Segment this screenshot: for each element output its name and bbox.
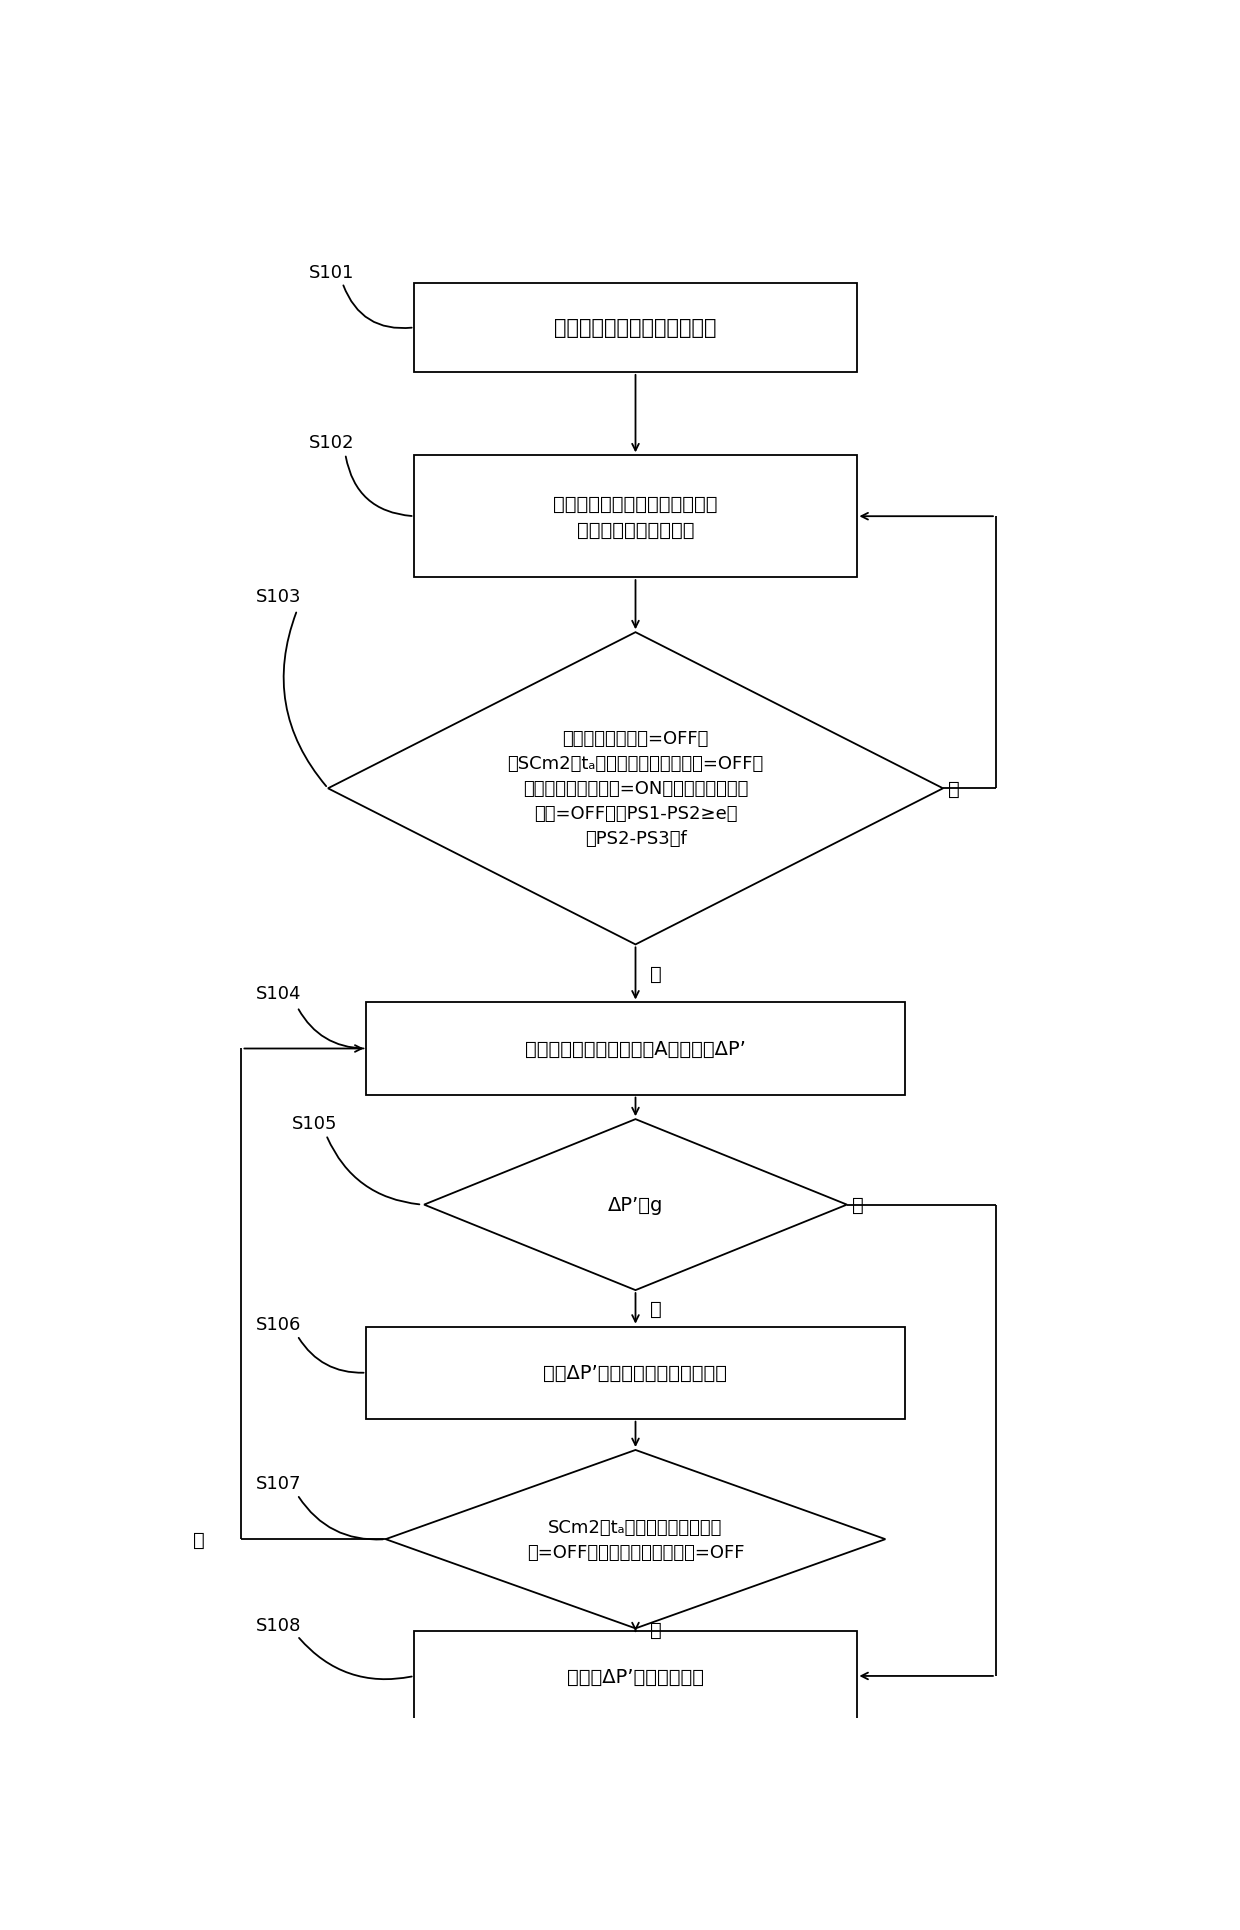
Text: S108: S108 bbox=[255, 1617, 301, 1635]
Text: 多联机系统以主制冷模式运行: 多联机系统以主制冷模式运行 bbox=[554, 318, 717, 338]
Text: 将初始目标中压差値减小A，以获得ΔP’: 将初始目标中压差値减小A，以获得ΔP’ bbox=[525, 1040, 746, 1058]
Text: 是: 是 bbox=[650, 965, 662, 984]
Text: ΔP’＜g: ΔP’＜g bbox=[608, 1195, 663, 1214]
Text: S104: S104 bbox=[255, 984, 301, 1004]
Text: 否: 否 bbox=[650, 1299, 662, 1318]
Text: 根据ΔP’对中压节流元件进行控制: 根据ΔP’对中压节流元件进行控制 bbox=[543, 1363, 728, 1382]
Text: 否: 否 bbox=[947, 780, 960, 799]
Polygon shape bbox=[424, 1119, 847, 1291]
Text: S101: S101 bbox=[309, 264, 355, 282]
Text: 否: 否 bbox=[193, 1530, 205, 1550]
Bar bbox=[414, 455, 857, 577]
Text: SCm2＞tₐ、且制热能力不足信
号=OFF、且制冷能力不足信号=OFF: SCm2＞tₐ、且制热能力不足信 号=OFF、且制冷能力不足信号=OFF bbox=[527, 1517, 744, 1561]
Text: S106: S106 bbox=[255, 1314, 301, 1334]
Text: S107: S107 bbox=[255, 1475, 301, 1492]
Polygon shape bbox=[327, 633, 944, 946]
Bar bbox=[414, 284, 857, 372]
Bar bbox=[367, 1326, 905, 1419]
Text: 是: 是 bbox=[852, 1195, 863, 1214]
Bar bbox=[414, 1631, 857, 1722]
Polygon shape bbox=[386, 1449, 885, 1629]
Text: 制热能力不足信号=OFF、
且SCm2＜tₐ，或制热能力不足信号=OFF、
且制冷能力不足信号=ON，或制热能力不足
信号=OFF、且PS1-PS2≥e、
且P: 制热能力不足信号=OFF、 且SCm2＜tₐ，或制热能力不足信号=OFF、 且制… bbox=[507, 730, 764, 847]
Text: 是: 是 bbox=[650, 1621, 662, 1639]
Text: 停止对ΔP’进行调小控制: 停止对ΔP’进行调小控制 bbox=[567, 1668, 704, 1685]
Text: S105: S105 bbox=[291, 1114, 337, 1133]
Text: S102: S102 bbox=[309, 434, 355, 452]
Text: S103: S103 bbox=[255, 589, 301, 606]
Bar bbox=[367, 1004, 905, 1094]
Text: 根据预设的初始目标中压差値对
中压节流元件进行控制: 根据预设的初始目标中压差値对 中压节流元件进行控制 bbox=[553, 494, 718, 540]
